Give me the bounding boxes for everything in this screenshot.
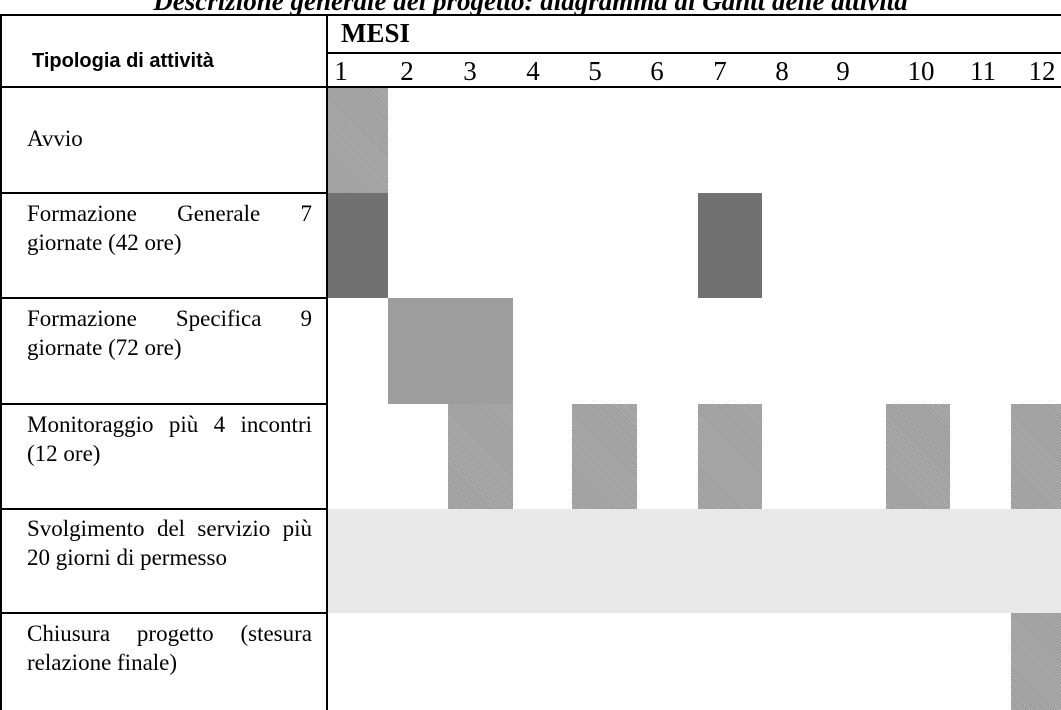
gantt-bar <box>328 509 1061 613</box>
month-label-3: 3 <box>463 56 477 86</box>
month-label-6: 6 <box>650 56 664 86</box>
gantt-bar <box>572 404 637 509</box>
activity-label-formazione-specifica: Formazione Specifica 9 giornate (72 ore) <box>27 306 312 360</box>
gantt-bar <box>448 404 513 509</box>
activity-label-avvio: Avvio <box>27 126 83 151</box>
activity-label-svolgimento: Svolgimento del servizio più 20 giorni d… <box>27 516 312 570</box>
months-header-divider <box>326 52 1061 54</box>
gantt-bar <box>886 404 950 509</box>
row-divider <box>0 612 328 614</box>
gantt-bar <box>698 193 762 298</box>
gantt-bar <box>328 193 388 298</box>
activity-label-monitoraggio: Monitoraggio più 4 incontri (12 ore) <box>27 412 312 466</box>
month-label-1: 1 <box>334 56 348 86</box>
month-label-5: 5 <box>588 56 602 86</box>
activity-column-header: Tipologia di attività <box>32 49 214 72</box>
header-bottom-border <box>0 86 1061 88</box>
month-label-12: 12 <box>1028 56 1056 86</box>
gantt-bar <box>1011 613 1061 710</box>
month-label-7: 7 <box>713 56 727 86</box>
row-divider <box>0 297 328 299</box>
table-top-border <box>0 14 1061 16</box>
gantt-bar <box>1011 404 1061 509</box>
gantt-bar <box>698 404 762 509</box>
month-label-11: 11 <box>970 56 996 86</box>
document-title: Descrizione generale del progetto: diagr… <box>153 0 908 16</box>
row-divider <box>0 403 328 405</box>
activity-label-formazione-generale: Formazione Generale 7 giornate (42 ore) <box>27 201 312 255</box>
gantt-bar <box>388 298 513 404</box>
row-divider <box>0 508 328 510</box>
month-label-4: 4 <box>526 56 540 86</box>
activity-column-divider <box>326 14 328 710</box>
month-label-10: 10 <box>907 56 935 86</box>
month-label-9: 9 <box>836 56 850 86</box>
months-header: MESI <box>341 18 411 48</box>
month-label-8: 8 <box>775 56 789 86</box>
table-left-border <box>0 14 2 710</box>
gantt-bar <box>328 88 388 193</box>
row-divider <box>0 192 328 194</box>
month-label-2: 2 <box>400 56 414 86</box>
activity-label-chiusura: Chiusura progetto (stesura relazione fin… <box>27 621 312 675</box>
